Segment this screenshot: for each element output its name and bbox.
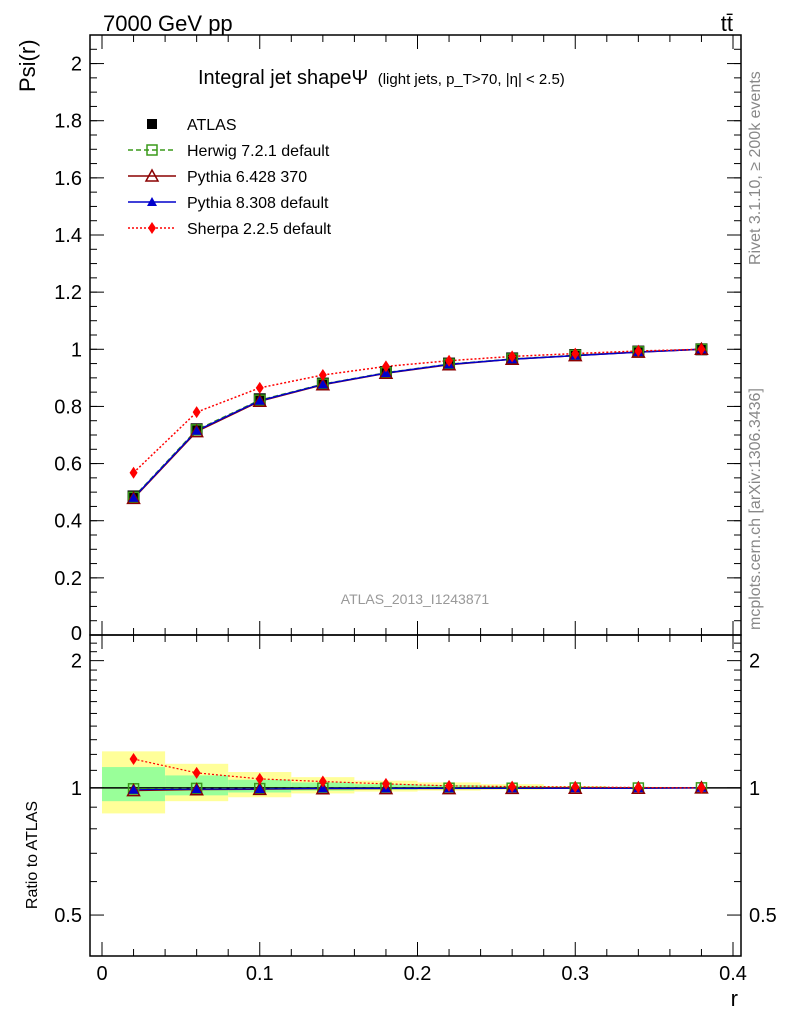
data-point — [191, 425, 202, 435]
y-tick-label: 0.6 — [54, 454, 82, 476]
data-point — [380, 368, 391, 377]
y-tick-label: 0.2 — [54, 568, 82, 590]
ratio-data-point — [317, 783, 328, 793]
legend: ATLAS Herwig 7.2.1 default Pythia 6.428 37… — [128, 117, 332, 238]
data-point — [315, 377, 331, 391]
series-line — [133, 348, 702, 499]
ratio-data-point — [129, 753, 138, 766]
data-point — [441, 357, 457, 371]
data-point — [317, 379, 328, 389]
legend-label: Pythia 6.428 370 — [187, 169, 307, 186]
header-right: tt̄ — [721, 11, 733, 36]
y-tick-label: 1 — [71, 339, 82, 361]
legend-label: Sherpa 2.2.5 default — [187, 221, 332, 238]
data-point — [128, 492, 139, 502]
y-tick-label: 1.6 — [54, 168, 82, 190]
data-point — [697, 343, 706, 356]
legend-label: ATLAS — [187, 117, 237, 134]
y-tick-label: 1.8 — [54, 111, 82, 133]
ratio-data-point — [192, 766, 201, 779]
watermark: ATLAS_2013_I1243871 — [341, 591, 490, 607]
legend-marker — [147, 197, 157, 206]
ratio-y-tick-label: 2 — [71, 651, 82, 673]
legend-label: Pythia 8.308 default — [187, 195, 329, 212]
legend-marker — [148, 222, 156, 234]
y-tick-label: 1.2 — [54, 282, 82, 304]
data-point — [318, 369, 327, 381]
data-point — [129, 466, 138, 479]
ratio-data-point — [255, 772, 264, 785]
ratio-y-tick-label: 1 — [71, 778, 82, 800]
ratio-data-point — [191, 784, 202, 794]
x-axis-label: r — [731, 986, 738, 1011]
ratio-y-tick-label-right: 0.5 — [749, 905, 777, 927]
y-tick-label: 1.4 — [54, 225, 82, 247]
plot-title-main: Integral jet shapeΨ — [198, 67, 368, 89]
ratio-series-line — [133, 758, 702, 789]
data-point — [255, 381, 264, 394]
legend-marker — [144, 168, 160, 182]
data-point — [504, 351, 520, 366]
y-axis-label: Psi(r) — [15, 39, 40, 92]
ratio-y-tick-label-right: 1 — [749, 778, 760, 800]
y-tick-label: 0.4 — [54, 511, 82, 533]
ratio-data-point — [378, 781, 394, 795]
plot-title: Integral jet shapeΨ (light jets, p_T>70,… — [198, 67, 565, 89]
x-tick-label: 0.1 — [246, 963, 274, 985]
y-tick-label: 0.8 — [54, 396, 82, 418]
header-left: 7000 GeV pp — [103, 11, 233, 36]
x-tick-label: 0.2 — [404, 963, 432, 985]
data-point — [381, 360, 390, 373]
ratio-series-line — [133, 787, 702, 791]
ratio-data-point — [128, 784, 139, 794]
legend-label: Herwig 7.2.1 default — [187, 143, 330, 160]
data-point — [189, 424, 204, 438]
x-tick-label: 0.4 — [719, 963, 747, 985]
ratio-data-point — [571, 780, 580, 793]
ratio-data-point — [508, 780, 517, 793]
series-line — [133, 348, 702, 498]
ratio-data-point — [315, 781, 331, 795]
x-tick-label: 0.3 — [561, 963, 589, 985]
data-point — [634, 345, 643, 357]
ratio-data-point — [318, 775, 327, 788]
plot-subtitle: (light jets, p_T>70, |η| < 2.5) — [378, 71, 565, 88]
data-point — [571, 347, 580, 360]
legend-marker — [147, 119, 157, 129]
data-point — [378, 365, 394, 380]
data-point — [252, 393, 268, 408]
ratio-y-axis-label: Ratio to ATLAS — [24, 801, 41, 909]
ratio-data-point — [697, 781, 706, 794]
ratio-y-tick-label: 0.5 — [54, 905, 82, 927]
legend-marker — [146, 144, 158, 156]
data-point — [508, 350, 517, 363]
ratio-data-point — [445, 779, 454, 792]
side-mcplots-label: mcplots.cern.ch [arXiv:1306.3436] — [747, 388, 764, 630]
ratio-data-point — [441, 781, 457, 795]
ratio-data-point — [634, 781, 643, 794]
y-tick-label-zero: 0 — [71, 623, 82, 645]
ratio-plot-panel: 0.5 0.5 1 1 2 2 0 0.1 0.2 0.3 0.4 Ratio to ATLAS r — [24, 634, 777, 1011]
main-plot-panel: 0.2 0.4 0.6 0.8 1 1.2 1.4 1.6 1.8 2 0 Integral jet… — [15, 34, 742, 645]
y-tick-label: 2 — [71, 54, 82, 76]
data-point — [192, 406, 201, 419]
series-line — [133, 348, 702, 474]
series-line — [133, 348, 702, 499]
data-point — [126, 490, 141, 505]
ratio-data-point — [252, 781, 268, 796]
ratio-data-point — [189, 782, 204, 796]
ratio-data-point — [254, 783, 265, 793]
ratio-frame — [89, 634, 742, 957]
ratio-y-tick-label-right: 2 — [749, 651, 760, 673]
ratio-data-point — [381, 777, 390, 790]
data-point — [254, 395, 265, 405]
x-tick-label: 0 — [96, 963, 107, 985]
side-rivet-label: Rivet 3.1.10, ≥ 200k events — [747, 71, 764, 265]
data-point — [445, 354, 454, 367]
